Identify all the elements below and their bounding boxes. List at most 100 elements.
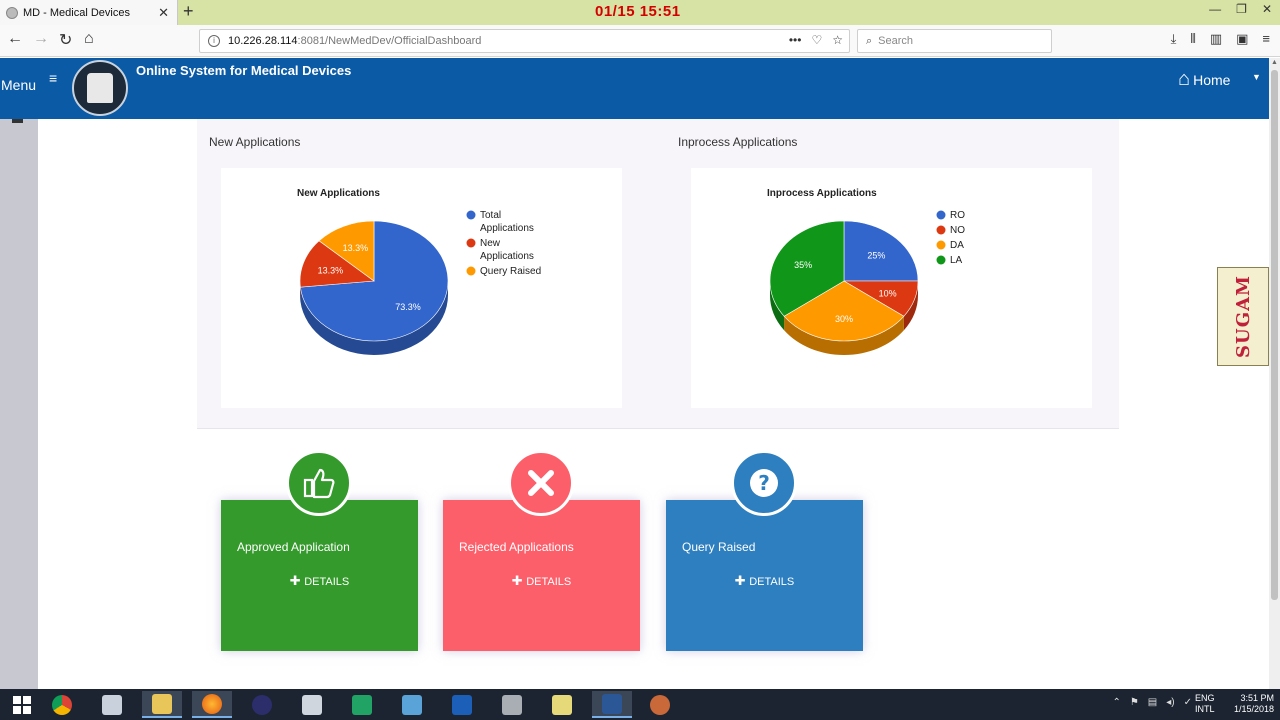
taskbar-app-2[interactable] bbox=[92, 691, 132, 718]
page-scrollbar[interactable]: ▲ bbox=[1269, 58, 1280, 689]
printer-icon bbox=[502, 694, 522, 715]
pocket-icon[interactable]: ♡ bbox=[811, 33, 823, 47]
legend-label: Total bbox=[480, 210, 501, 221]
taskbar-media[interactable] bbox=[640, 691, 680, 718]
tray-security-icon[interactable]: ✓ bbox=[1183, 697, 1192, 708]
question-icon: ? bbox=[731, 450, 797, 516]
tile-details-link[interactable]: ✚ DETAILS bbox=[443, 573, 640, 589]
legend-label: Applications bbox=[480, 251, 534, 262]
chart-box-inprocess: Inprocess Applications 25% 10% 30% 35% RO NO DA… bbox=[691, 168, 1092, 408]
thumbs-up-icon bbox=[286, 450, 352, 516]
tab-favicon bbox=[6, 6, 18, 19]
details-label: DETAILS bbox=[749, 576, 795, 588]
eclipse-icon bbox=[252, 694, 272, 715]
status-tile-3[interactable]: Query Raised ✚ DETAILS bbox=[666, 500, 863, 651]
reload-icon[interactable]: ↻ bbox=[59, 32, 73, 49]
search-input[interactable]: ⌕ Search bbox=[857, 29, 1052, 53]
firefox-icon bbox=[202, 693, 222, 714]
taskbar-clock[interactable]: 3:51 PM 1/15/2018 bbox=[1222, 693, 1274, 715]
tray-volume-icon[interactable]: ◂) bbox=[1166, 697, 1175, 708]
legend-swatch bbox=[936, 240, 946, 250]
rail-icon bbox=[12, 119, 23, 123]
sugam-badge[interactable]: SUGAM bbox=[1217, 267, 1269, 366]
national-emblem-logo bbox=[72, 60, 128, 116]
tray-chevron-icon[interactable]: ⌃ bbox=[1112, 697, 1121, 708]
site-info-icon[interactable]: i bbox=[208, 35, 220, 47]
tile-label: Rejected Applications bbox=[459, 540, 574, 554]
taskbar-notes[interactable] bbox=[542, 691, 582, 718]
status-tile-1[interactable]: Approved Application ✚ DETAILS bbox=[221, 500, 418, 651]
taskbar-network[interactable] bbox=[392, 691, 432, 718]
pie-slice-side bbox=[770, 281, 785, 331]
taskbar-firefox[interactable] bbox=[192, 691, 232, 718]
windows-taskbar: ⌃ ⚑ ▤ ◂) ✓ ENG INTL 3:51 PM 1/15/2018 bbox=[0, 689, 1280, 720]
slice-label: 35% bbox=[794, 260, 812, 270]
taskbar-eclipse[interactable] bbox=[242, 691, 282, 718]
tile-details-link[interactable]: ✚ DETAILS bbox=[666, 573, 863, 589]
start-button[interactable] bbox=[2, 691, 42, 718]
legend-label: New bbox=[480, 238, 501, 249]
pie-slice[interactable] bbox=[769, 220, 845, 317]
close-window-icon[interactable]: ✕ bbox=[1261, 2, 1272, 16]
pie-slice[interactable] bbox=[843, 220, 919, 282]
legend-label: LA bbox=[950, 255, 963, 266]
panel-title-new: New Applications bbox=[209, 135, 301, 149]
tile-details-link[interactable]: ✚ DETAILS bbox=[221, 573, 418, 589]
pie-slice[interactable] bbox=[783, 280, 905, 342]
spreadsheet-icon bbox=[352, 694, 372, 715]
word-icon bbox=[602, 693, 622, 714]
minimize-icon[interactable]: — bbox=[1209, 2, 1222, 16]
tab-close-icon[interactable]: ✕ bbox=[158, 4, 169, 20]
restore-icon[interactable]: ❐ bbox=[1236, 2, 1247, 16]
taskbar-printer[interactable] bbox=[492, 691, 532, 718]
forward-icon[interactable]: → bbox=[33, 30, 49, 47]
chart-box-new: New Applications 73.3% 13.3% 13.3% Total Appl… bbox=[221, 168, 622, 408]
taskbar-word[interactable] bbox=[592, 691, 632, 718]
url-bar[interactable]: i 10.226.28.114 :8081/NewMedDev/Official… bbox=[199, 29, 850, 53]
calculator-icon bbox=[302, 694, 322, 715]
scroll-up-icon[interactable]: ▲ bbox=[1271, 59, 1278, 66]
tray-network-icon[interactable]: ▤ bbox=[1147, 697, 1158, 708]
new-tab-button[interactable]: + bbox=[183, 1, 194, 21]
tray-flag-icon[interactable]: ⚑ bbox=[1129, 697, 1139, 708]
bookmark-star-icon[interactable]: ☆ bbox=[832, 33, 843, 47]
menu-toggle-icon[interactable]: ≡ bbox=[49, 70, 58, 86]
back-icon[interactable]: ← bbox=[7, 30, 23, 47]
legend-swatch bbox=[936, 225, 946, 235]
language-indicator[interactable]: ENG INTL bbox=[1195, 693, 1215, 715]
browser-tab-bar: MD - Medical Devices ✕ + 01/15 15:51 — ❐… bbox=[0, 0, 1280, 25]
page-actions-icon[interactable]: ••• bbox=[788, 33, 802, 47]
url-actions: ••• ♡ ☆ bbox=[789, 33, 843, 47]
sidebar-icon[interactable]: ▥ bbox=[1209, 31, 1223, 46]
taskbar-explorer[interactable] bbox=[142, 691, 182, 718]
taskbar-calc-green[interactable] bbox=[342, 691, 382, 718]
scrollbar-thumb[interactable] bbox=[1271, 70, 1278, 600]
slice-label: 10% bbox=[879, 288, 897, 298]
download-icon[interactable]: ⤓ bbox=[1170, 31, 1177, 46]
slice-label: 13.3% bbox=[343, 243, 369, 253]
slice-label: 30% bbox=[835, 314, 853, 324]
home-nav-icon[interactable]: ⌂ bbox=[84, 30, 94, 47]
window-controls: — ❐ ✕ bbox=[1209, 2, 1272, 16]
library-icon[interactable]: ⫴ bbox=[1190, 31, 1196, 46]
taskbar-calculator[interactable] bbox=[292, 691, 332, 718]
status-tile-2[interactable]: Rejected Applications ✚ DETAILS bbox=[443, 500, 640, 651]
network-icon bbox=[402, 694, 422, 715]
pie-slice[interactable] bbox=[299, 240, 375, 288]
taskbar-editor[interactable] bbox=[442, 691, 482, 718]
menu-label[interactable]: Menu bbox=[1, 77, 37, 93]
media-icon bbox=[650, 694, 670, 715]
extension-icon[interactable]: ▣ bbox=[1236, 31, 1249, 46]
x-mark-icon bbox=[508, 450, 574, 516]
taskbar-chrome[interactable] bbox=[42, 691, 82, 718]
browser-tab[interactable]: MD - Medical Devices ✕ bbox=[0, 0, 178, 25]
slice-label: 25% bbox=[867, 251, 885, 261]
hamburger-menu-icon[interactable]: ≡ bbox=[1262, 31, 1270, 46]
user-dropdown-caret-icon[interactable]: ▼ bbox=[1252, 72, 1261, 82]
pie-slice[interactable] bbox=[318, 220, 375, 282]
legend-label: DA bbox=[950, 240, 964, 251]
side-rail bbox=[0, 119, 38, 689]
legend-swatch bbox=[466, 266, 476, 276]
home-icon: ⌂ bbox=[1178, 68, 1191, 90]
home-link[interactable]: ⌂ Home bbox=[1178, 68, 1230, 91]
